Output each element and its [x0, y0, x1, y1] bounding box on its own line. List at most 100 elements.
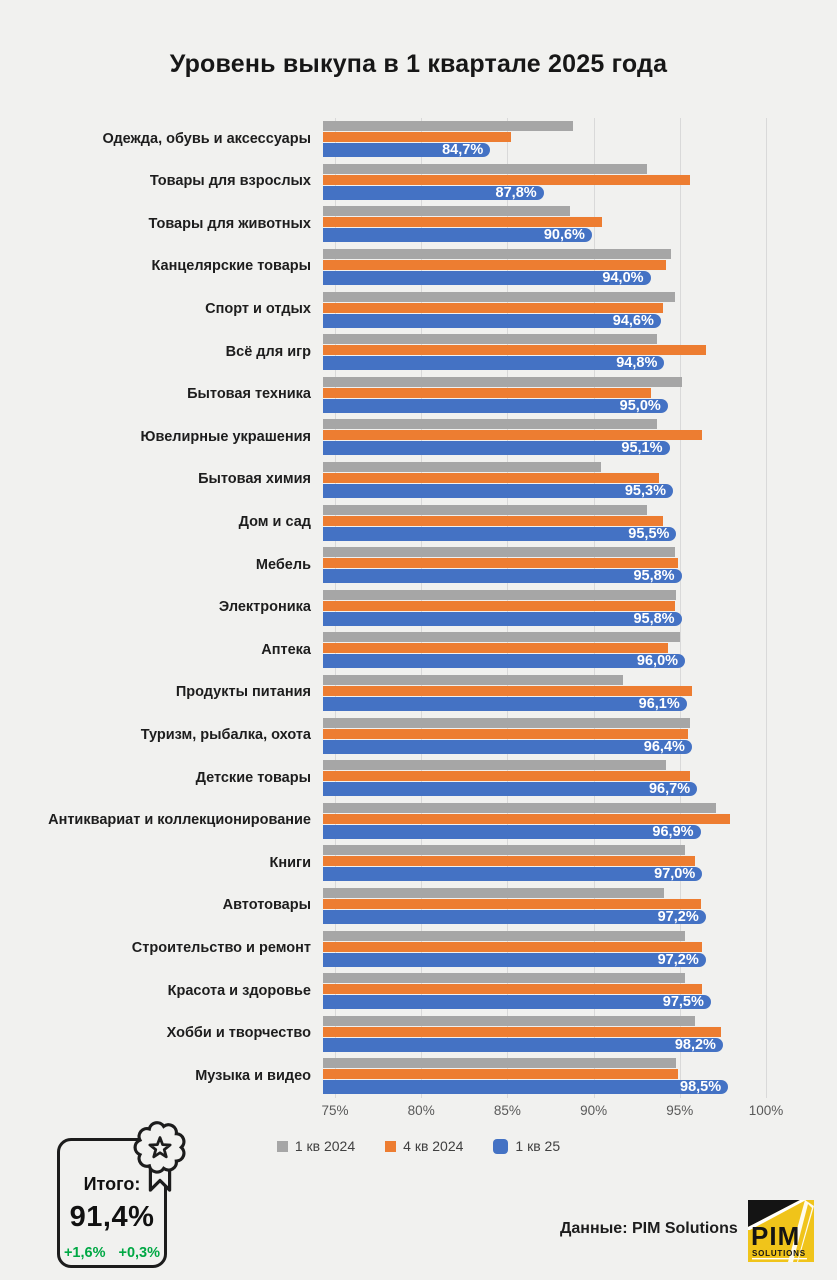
legend-swatch-gray	[276, 1140, 288, 1152]
bar-q4-2024	[323, 217, 603, 228]
category-row: Туризм, рыбалка, охота 96,4%	[10, 714, 766, 757]
bar-q1-25: 96,4%	[323, 739, 692, 754]
bar-group: 95,0%	[323, 376, 754, 413]
bar-group: 94,0%	[323, 249, 754, 285]
category-row: Бытовая техника 95,0%	[10, 374, 766, 417]
chart-title: Уровень выкупа в 1 квартале 2025 года	[169, 50, 668, 78]
legend-item-q1-2024: 1 кв 2024	[276, 1138, 356, 1154]
gridline	[766, 118, 767, 1098]
bar-q1-2024	[323, 547, 675, 558]
bar-group: 98,5%	[323, 1058, 754, 1095]
bar-q1-2024	[323, 760, 667, 771]
logo-text-solutions: SOLUTIONS	[752, 1249, 806, 1258]
category-label: Книги	[269, 854, 311, 871]
category-label: Строительство и ремонт	[131, 939, 311, 956]
bar-group: 96,7%	[323, 760, 754, 796]
category-label: Туризм, рыбалка, охота	[140, 727, 311, 743]
badge-value: 91,4%	[69, 1201, 155, 1233]
category-label: Красота и здоровье	[167, 982, 311, 999]
badge-deltas: +1,6% +0,3%	[60, 1245, 164, 1261]
bar-q1-25: 96,9%	[323, 825, 701, 839]
bar-q4-2024	[323, 345, 706, 356]
category-row: Аптека 96,0%	[10, 629, 766, 672]
category-label: Одежда, обувь и аксессуары	[102, 130, 311, 147]
bar-group: 84,7%	[323, 121, 754, 158]
legend: 1 кв 2024 4 кв 2024 1 кв 25	[0, 1138, 837, 1154]
bar-q1-25: 97,2%	[323, 952, 706, 967]
bar-group: 94,6%	[323, 291, 754, 328]
bar-q1-2024	[323, 930, 686, 941]
bar-group: 97,5%	[323, 973, 754, 1009]
bar-q1-2024	[323, 973, 686, 984]
bar-q1-2024	[323, 1015, 696, 1026]
x-axis-tick: 90%	[580, 1102, 608, 1118]
bar-q1-25: 96,1%	[323, 697, 687, 711]
bar-group: 96,0%	[323, 632, 754, 669]
bar-q1-2024	[323, 504, 648, 515]
category-row: Мебель 95,8%	[10, 544, 766, 587]
bar-q1-2024	[323, 845, 686, 856]
category-row: Антиквариат и коллекционирование 96,9%	[10, 800, 766, 843]
category-row: Дом и сад 95,5%	[10, 501, 766, 544]
category-label: Канцелярские товары	[151, 258, 311, 275]
category-label: Аптека	[261, 641, 311, 658]
bar-group: 97,2%	[323, 887, 754, 924]
logo-text-pim: PIM	[751, 1221, 800, 1251]
bar-q4-2024	[323, 387, 651, 398]
legend-item-q4-2024: 4 кв 2024	[385, 1138, 463, 1154]
bar-q4-2024	[323, 813, 730, 824]
bar-q1-2024	[323, 462, 601, 473]
category-row: Книги 97,0%	[10, 842, 766, 885]
bar-q1-25: 95,8%	[323, 612, 682, 626]
bar-group: 95,8%	[323, 547, 754, 583]
bar-q4-2024	[323, 473, 660, 484]
bar-q1-25: 84,7%	[323, 143, 491, 158]
data-source-label: Данные: PIM Solutions	[560, 1220, 738, 1237]
bar-q1-2024	[323, 163, 648, 174]
x-axis-tick: 95%	[666, 1102, 694, 1118]
bar-group: 87,8%	[323, 163, 754, 200]
bar-group: 98,2%	[323, 1015, 754, 1052]
bar-q1-25: 98,5%	[323, 1080, 729, 1095]
bar-q1-2024	[323, 206, 570, 217]
category-label: Ювелирные украшения	[140, 428, 311, 445]
category-row: Продукты питания 96,1%	[10, 672, 766, 715]
bar-q1-2024	[323, 632, 680, 643]
bar-q4-2024	[323, 771, 691, 782]
bar-q1-25: 95,0%	[323, 399, 668, 413]
pim-solutions-logo: PIM SOLUTIONS	[748, 1200, 814, 1262]
bar-q1-25: 87,8%	[323, 186, 544, 200]
bar-q4-2024	[323, 1026, 722, 1037]
bar-q4-2024	[323, 430, 703, 441]
delta-qoq: +0,3%	[118, 1245, 161, 1261]
bar-q1-2024	[323, 419, 658, 430]
bar-q1-25: 95,3%	[323, 484, 673, 498]
bar-q4-2024	[323, 898, 701, 909]
category-row: Ювелирные украшения 95,1%	[10, 416, 766, 459]
x-axis-tick: 100%	[748, 1102, 784, 1118]
legend-swatch-blue	[493, 1138, 509, 1154]
bar-q1-25: 97,2%	[323, 910, 706, 924]
bar-q1-2024	[323, 675, 623, 686]
category-row: Канцелярские товары 94,0%	[10, 246, 766, 289]
category-label: Товары для взрослых	[149, 173, 311, 190]
category-label: Всё для игр	[225, 343, 311, 360]
bar-q4-2024	[323, 728, 689, 739]
category-label: Мебель	[255, 556, 311, 573]
bar-q1-2024	[323, 802, 717, 813]
category-row: Спорт и отдых 94,6%	[10, 288, 766, 331]
category-row: Электроника 95,8%	[10, 587, 766, 630]
legend-label: 1 кв 25	[515, 1138, 561, 1154]
bar-q1-25: 97,5%	[323, 995, 711, 1009]
category-label: Автотовары	[222, 897, 311, 914]
legend-label: 1 кв 2024	[294, 1138, 356, 1154]
bar-q4-2024	[323, 856, 696, 867]
x-axis: 75% 80% 85% 90% 95% 100%	[321, 1098, 783, 1122]
bar-q4-2024	[323, 600, 675, 611]
category-label: Бытовая техника	[187, 386, 311, 403]
bar-group: 97,0%	[323, 845, 754, 882]
category-label: Электроника	[218, 599, 311, 616]
category-label: Товары для животных	[148, 215, 311, 232]
bar-group: 96,1%	[323, 675, 754, 711]
